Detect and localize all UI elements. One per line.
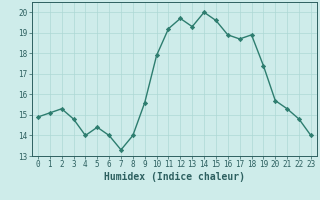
X-axis label: Humidex (Indice chaleur): Humidex (Indice chaleur) xyxy=(104,172,245,182)
